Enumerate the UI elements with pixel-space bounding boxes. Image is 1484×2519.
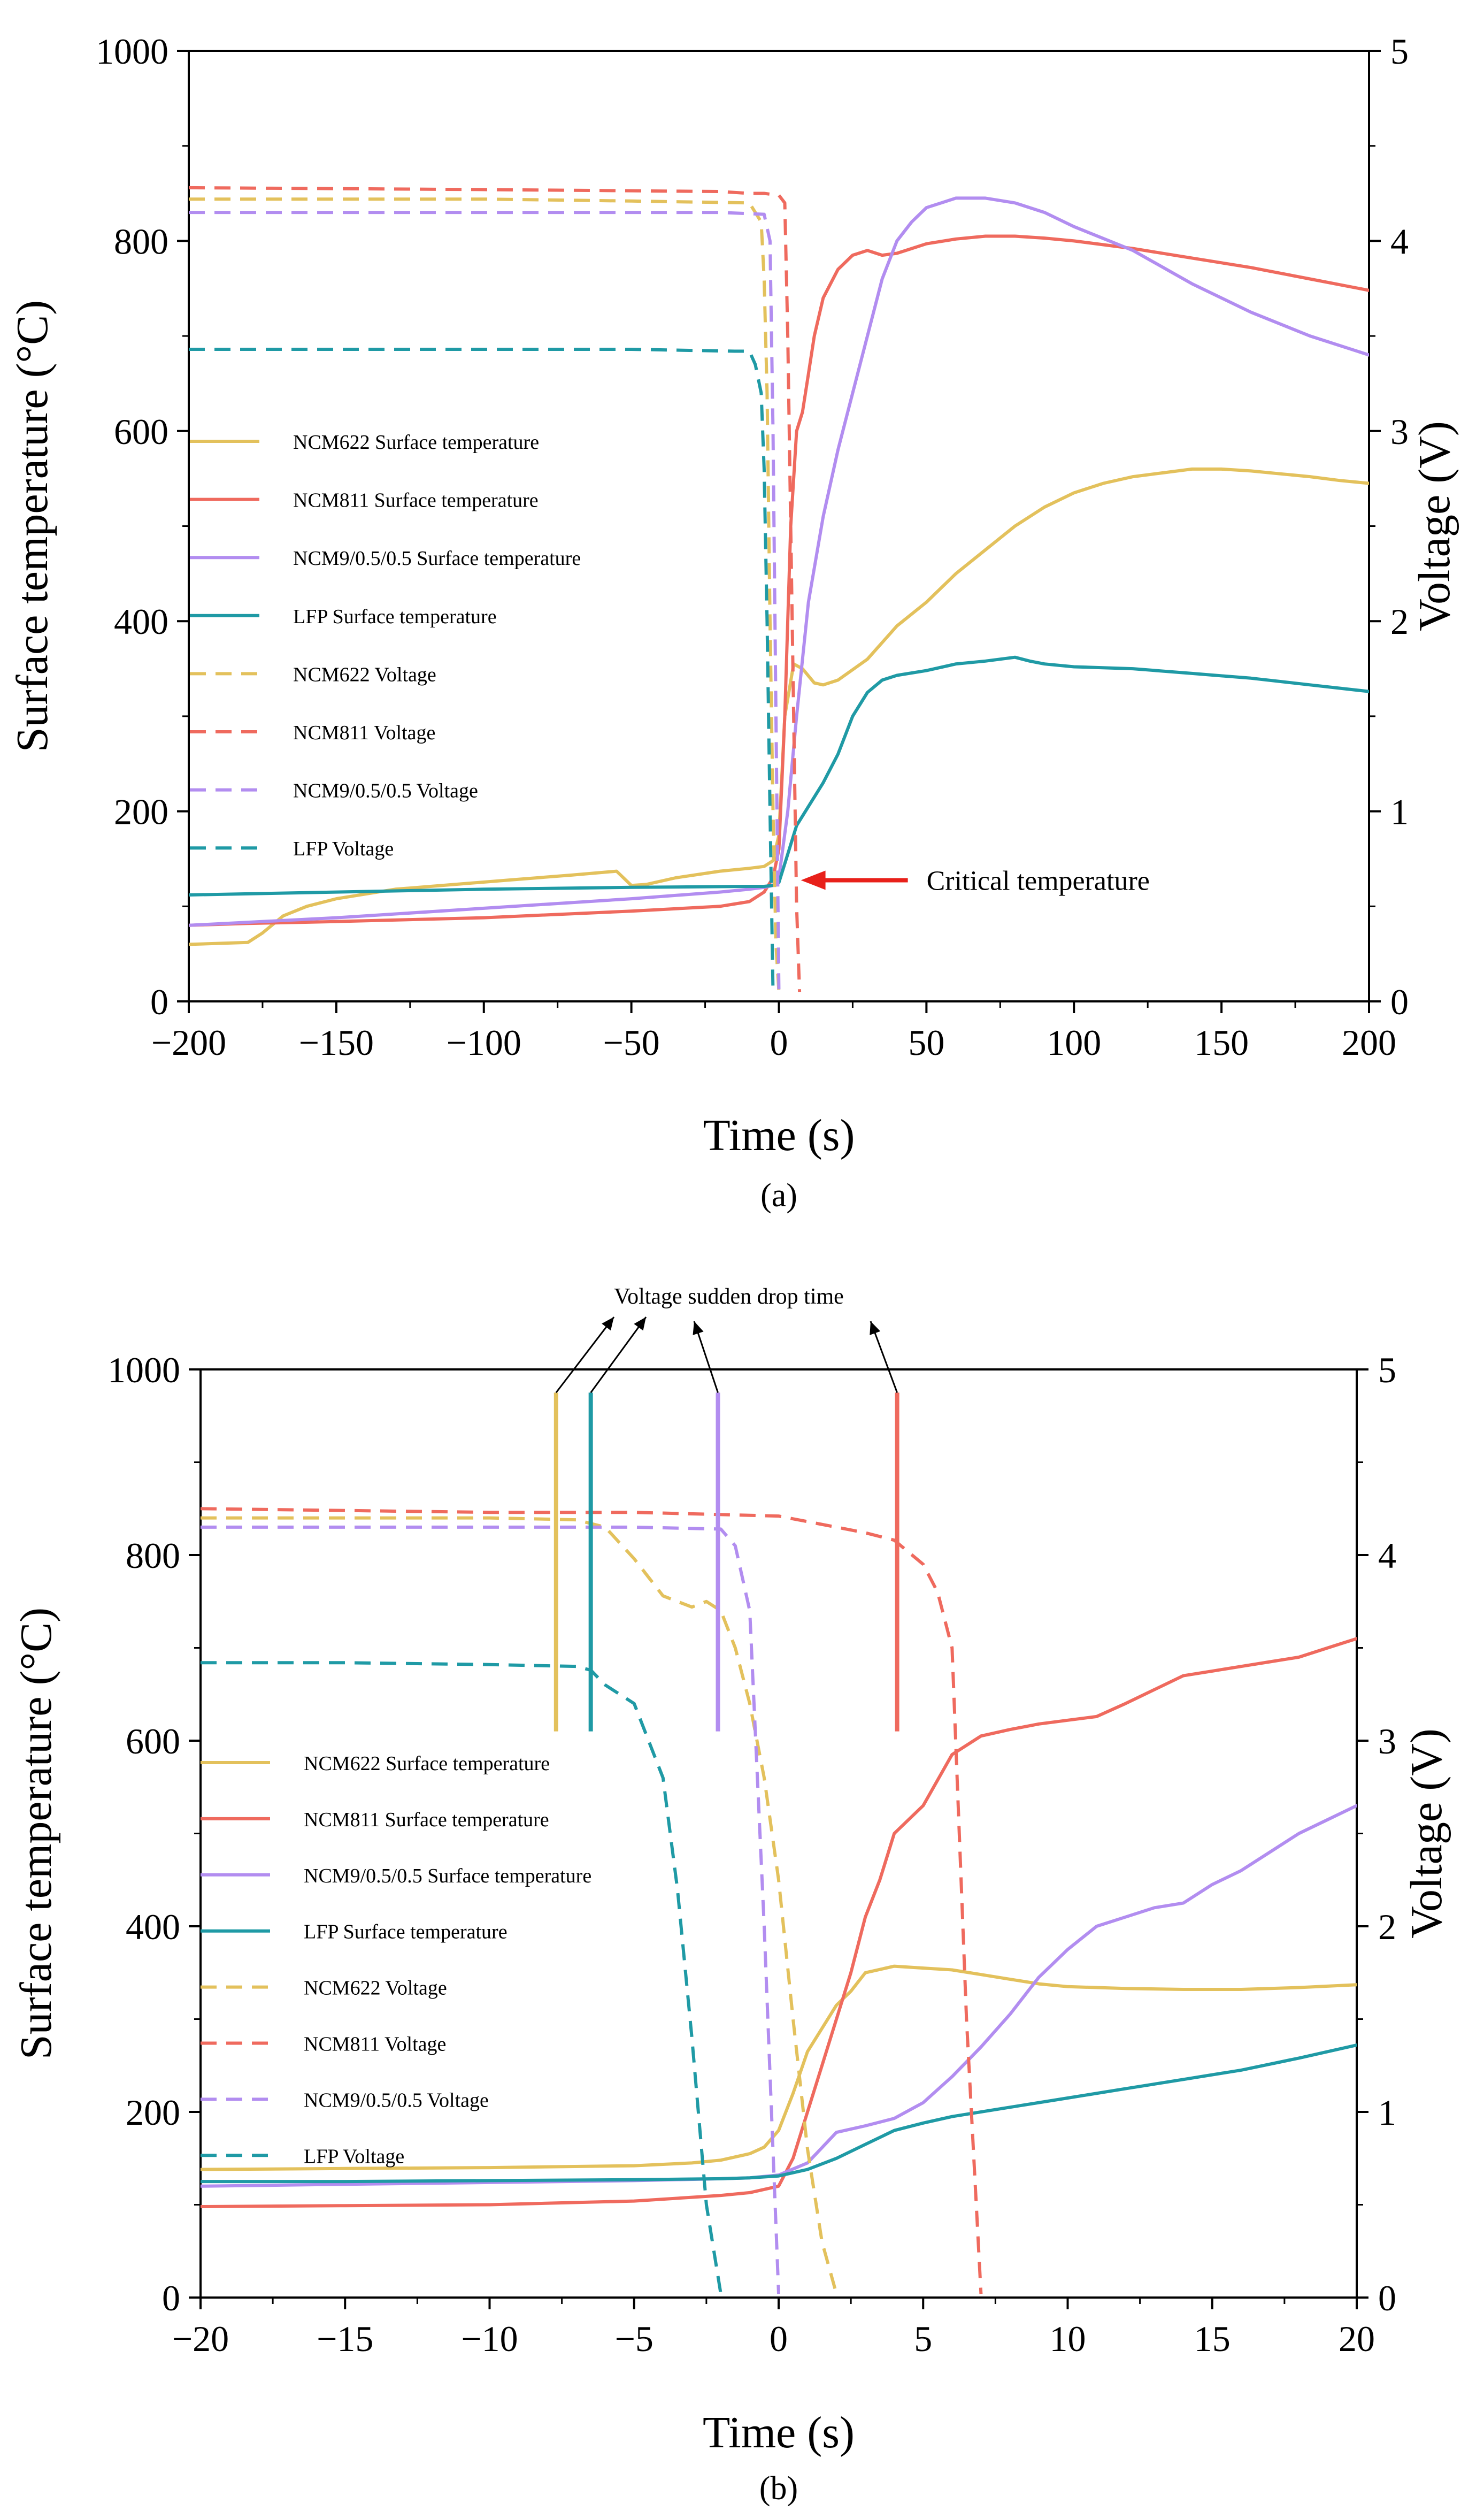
x-tick-label: −150 bbox=[299, 1022, 374, 1063]
x-tick-label: 5 bbox=[914, 2318, 932, 2359]
y2-axis-title: Voltage (V) bbox=[1402, 1728, 1451, 1939]
annotation-pointer-head bbox=[634, 1317, 646, 1331]
y-tick-label: 200 bbox=[114, 792, 168, 832]
annotation-pointer-head bbox=[602, 1317, 614, 1331]
x-tick-label: 100 bbox=[1047, 1022, 1101, 1063]
y2-tick-label: 2 bbox=[1378, 1907, 1396, 1947]
y-tick-label: 0 bbox=[162, 2278, 180, 2318]
legend-label: NCM622 Surface temperature bbox=[304, 1752, 550, 1775]
y-tick-label: 400 bbox=[114, 601, 168, 642]
legend-label: NCM622 Voltage bbox=[293, 663, 436, 686]
y2-tick-label: 4 bbox=[1390, 221, 1409, 262]
legend-label: NCM622 Surface temperature bbox=[293, 431, 539, 454]
x-tick-label: −15 bbox=[317, 2318, 373, 2359]
y2-tick-label: 3 bbox=[1378, 1721, 1396, 1762]
legend-label: NCM9/0.5/0.5 Surface temperature bbox=[293, 547, 581, 570]
y-tick-label: 200 bbox=[126, 2092, 180, 2133]
legend-label: NCM811 Surface temperature bbox=[293, 489, 539, 512]
panel-label: (a) bbox=[760, 1177, 797, 1214]
y-tick-label: 600 bbox=[114, 411, 168, 452]
y2-tick-label: 0 bbox=[1390, 982, 1409, 1022]
y-tick-label: 0 bbox=[150, 982, 168, 1022]
x-tick-label: 0 bbox=[770, 2318, 788, 2359]
y2-tick-label: 1 bbox=[1390, 792, 1409, 832]
series-line-ncm811-surface-temperature bbox=[189, 234, 1369, 927]
x-tick-label: −200 bbox=[151, 1022, 226, 1063]
series-line-ncm9-0-5-0-5-voltage bbox=[189, 211, 781, 992]
legend-label: NCM9/0.5/0.5 Surface temperature bbox=[304, 1865, 591, 1887]
series-line-ncm9-0-5-0-5-voltage bbox=[201, 1525, 780, 2294]
series-line-ncm811-surface-temperature bbox=[201, 1637, 1357, 2208]
series-line-lfp-surface-temperature bbox=[189, 655, 1369, 897]
y-tick-label: 1000 bbox=[107, 1350, 180, 1390]
annotation-arrowhead bbox=[801, 870, 826, 890]
legend-label: NCM811 Voltage bbox=[304, 2033, 446, 2056]
series-line-ncm622-voltage bbox=[201, 1516, 838, 2294]
series-line-ncm811-voltage bbox=[201, 1507, 983, 2294]
panel-a: −200 −150 −100 −50 0 50 100 150 2000200400600800… bbox=[7, 31, 1459, 1214]
series-line-ncm9-0-5-0-5-surface-temperature bbox=[189, 196, 1369, 927]
y2-tick-label: 5 bbox=[1378, 1350, 1396, 1390]
legend-label: LFP Surface temperature bbox=[304, 1921, 508, 1943]
x-tick-label: −20 bbox=[172, 2318, 229, 2359]
y-tick-label: 800 bbox=[114, 221, 168, 262]
annotation-pointer bbox=[590, 1316, 647, 1394]
x-tick-label: −10 bbox=[461, 2318, 518, 2359]
x-tick-label: 200 bbox=[1342, 1022, 1396, 1063]
x-axis-title: Time (s) bbox=[703, 1111, 855, 1160]
y2-tick-label: 1 bbox=[1378, 2092, 1396, 2133]
x-tick-label: −50 bbox=[603, 1022, 659, 1063]
legend-label: NCM9/0.5/0.5 Voltage bbox=[293, 780, 478, 802]
series-line-lfp-voltage bbox=[189, 348, 775, 992]
plot-area bbox=[201, 1507, 1357, 2294]
series-line-ncm811-voltage bbox=[189, 186, 802, 992]
legend-label: NCM811 Voltage bbox=[293, 722, 435, 744]
y-tick-label: 600 bbox=[126, 1721, 180, 1762]
y-tick-label: 400 bbox=[126, 1907, 180, 1947]
legend: NCM622 Surface temperature NCM811 Surface… bbox=[201, 1752, 591, 2168]
legend-label: NCM622 Voltage bbox=[304, 1977, 447, 2000]
x-tick-label: −5 bbox=[615, 2318, 653, 2359]
y2-tick-label: 0 bbox=[1378, 2278, 1396, 2318]
x-tick-label: 20 bbox=[1339, 2318, 1375, 2359]
x-tick-label: 150 bbox=[1194, 1022, 1249, 1063]
series-line-lfp-surface-temperature bbox=[201, 2043, 1357, 2184]
y2-tick-label: 5 bbox=[1390, 31, 1409, 72]
y2-axis-title: Voltage (V) bbox=[1410, 421, 1459, 631]
y-axis-title: Surface temperature (°C) bbox=[11, 1607, 61, 2059]
annotation-critical-temperature: Critical temperature bbox=[927, 866, 1150, 896]
y-tick-label: 1000 bbox=[96, 31, 168, 72]
panel-label: (b) bbox=[759, 2470, 798, 2507]
legend: NCM622 Surface temperature NCM811 Surface… bbox=[190, 431, 581, 860]
panel-b: −20 −15 −10 −5 0 5 10 15 20020040060080010000123… bbox=[11, 1284, 1451, 2507]
annotation-voltage-drop-time: Voltage sudden drop time bbox=[614, 1284, 844, 1309]
x-axis-title: Time (s) bbox=[703, 2408, 855, 2457]
annotation-pointer-head bbox=[870, 1321, 881, 1335]
series-line-lfp-voltage bbox=[201, 1661, 722, 2294]
annotation-pointer-head bbox=[693, 1321, 704, 1335]
y-tick-label: 800 bbox=[126, 1535, 180, 1576]
legend-label: NCM811 Surface temperature bbox=[304, 1809, 549, 1831]
y2-tick-label: 4 bbox=[1378, 1535, 1396, 1576]
plot-area bbox=[189, 186, 1369, 992]
x-tick-label: 10 bbox=[1050, 2318, 1086, 2359]
legend-label: LFP Surface temperature bbox=[293, 606, 497, 628]
y-axis-title: Surface temperature (°C) bbox=[7, 300, 57, 752]
legend-label: LFP Voltage bbox=[293, 838, 394, 860]
x-tick-label: 15 bbox=[1194, 2318, 1231, 2359]
legend-label: NCM9/0.5/0.5 Voltage bbox=[304, 2089, 489, 2111]
y2-tick-label: 2 bbox=[1390, 601, 1409, 642]
legend-label: LFP Voltage bbox=[304, 2145, 404, 2168]
x-tick-label: −100 bbox=[447, 1022, 521, 1063]
annotation-pointer bbox=[555, 1316, 615, 1394]
y2-tick-label: 3 bbox=[1390, 411, 1409, 452]
x-tick-label: 0 bbox=[770, 1022, 788, 1063]
x-tick-label: 50 bbox=[908, 1022, 944, 1063]
series-line-ncm622-voltage bbox=[189, 197, 781, 992]
